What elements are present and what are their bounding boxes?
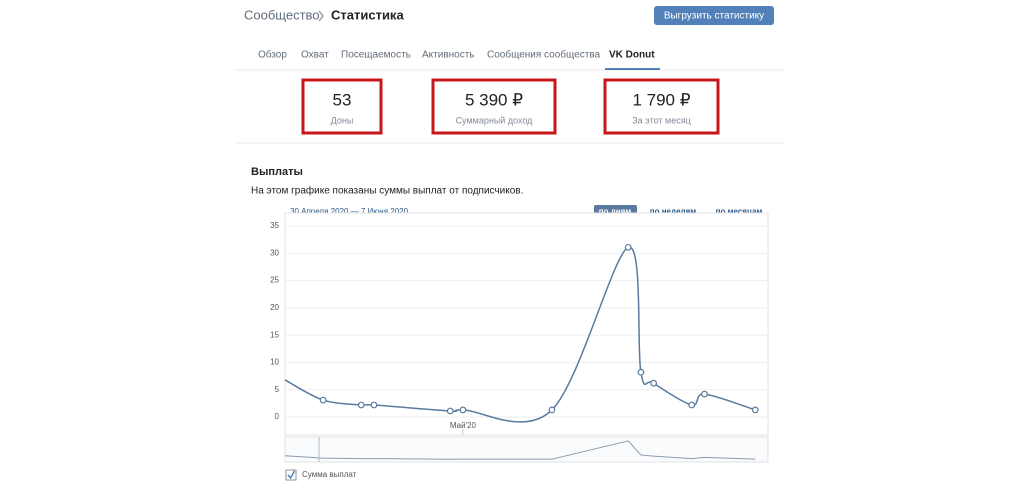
section-title: Выплаты <box>251 166 303 178</box>
stat-label: Доны <box>331 115 354 125</box>
point <box>319 396 327 404</box>
stat-highlight <box>301 78 383 135</box>
y-tick-label: 20 <box>270 303 279 312</box>
y-tick-label: 0 <box>275 412 280 421</box>
y-tick-label: 15 <box>270 330 279 339</box>
stat-label: Суммарный доход <box>456 115 534 125</box>
point <box>650 379 658 387</box>
y-tick-label: 10 <box>270 358 279 367</box>
x-tick-label: Май'20 <box>450 421 477 430</box>
point <box>459 406 467 414</box>
export-button-label[interactable]: Выгрузить статистику <box>664 11 764 22</box>
navigator <box>284 436 769 463</box>
tab[interactable]: Активность <box>422 50 475 61</box>
tab[interactable]: Сообщения сообщества <box>487 49 600 61</box>
period-button[interactable]: по неделям <box>650 207 697 216</box>
breadcrumb-current: Статистика <box>331 7 404 22</box>
plot-area <box>284 212 769 436</box>
point <box>370 401 378 409</box>
tab[interactable]: Посещаемость <box>341 50 411 61</box>
navigator-line <box>284 440 756 460</box>
point <box>751 406 759 414</box>
y-tick-label: 35 <box>270 221 279 230</box>
stat-value: 1 790 ₽ <box>632 90 690 109</box>
date-range[interactable]: 30 Апреля 2020 — 7 Июня 2020 <box>290 207 409 216</box>
tab[interactable]: Обзор <box>258 49 287 61</box>
point <box>624 243 632 251</box>
y-tick-label: 25 <box>270 276 279 285</box>
point <box>701 390 708 398</box>
legend-label: Сумма выплат <box>302 470 357 479</box>
export-button[interactable] <box>654 6 774 25</box>
tab[interactable]: Охват <box>301 50 329 61</box>
y-tick-label: 5 <box>275 385 280 394</box>
stat-label: За этот месяц <box>632 115 691 125</box>
stat-value: 5 390 ₽ <box>465 90 523 109</box>
point <box>637 368 645 376</box>
checkmark <box>287 470 296 480</box>
stat-highlight <box>603 78 720 135</box>
point <box>548 406 556 414</box>
y-tick-label: 30 <box>270 248 279 257</box>
breadcrumb-parent[interactable]: Сообщество <box>244 7 320 22</box>
stat-value: 53 <box>333 90 352 109</box>
point <box>688 401 696 409</box>
period-button[interactable]: по месяцам <box>716 207 763 216</box>
tab[interactable]: VK Donut <box>609 50 655 61</box>
stat-highlight <box>431 78 557 135</box>
point <box>446 407 454 415</box>
section-description: На этом графике показаны суммы выплат от… <box>251 185 523 197</box>
breadcrumb-separator <box>318 10 324 22</box>
checkbox[interactable] <box>285 469 297 481</box>
point <box>357 401 365 409</box>
period-button[interactable]: по дням <box>599 207 632 216</box>
